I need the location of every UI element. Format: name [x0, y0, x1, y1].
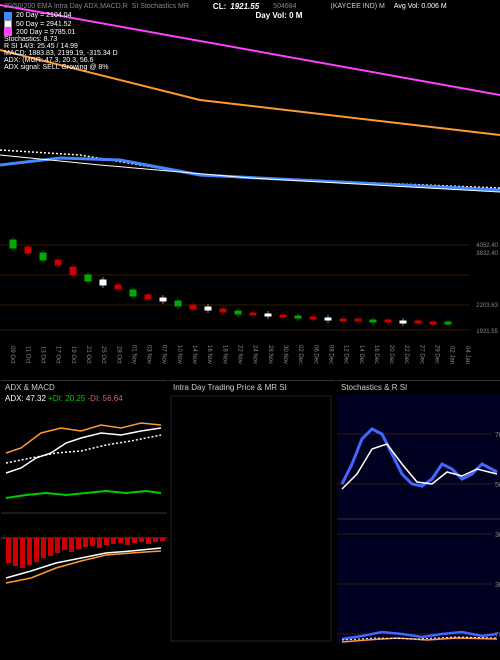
ma50-label: 50 Day = 2941.52 — [16, 21, 71, 28]
stoch-title: Stochastics & R SI — [337, 381, 500, 394]
day-vol: Day Vol: 0 M — [255, 11, 302, 20]
ma200-swatch — [4, 28, 12, 36]
chart-header: 20/50/200 EMA Intra Day ADX,MACD,R SI St… — [4, 2, 496, 71]
svg-text:50: 50 — [495, 482, 500, 489]
title-prefix: 20/50/200 EMA Intra Day ADX,MACD,R — [4, 3, 128, 10]
date-x-axis: 09 Oct11 Oct13 Oct17 Oct19 Oct21 Oct25 O… — [0, 340, 470, 370]
adx-macd-panel: ADX & MACD ADX: 47.32 +DI: 20.25 -DI: 56… — [1, 380, 167, 655]
svg-text:30: 30 — [495, 582, 500, 589]
ma50-swatch — [4, 20, 12, 28]
indicator-panels: ADX & MACD ADX: 47.32 +DI: 20.25 -DI: 56… — [0, 380, 500, 655]
intraday-title: Intra Day Trading Price & MR SI — [169, 381, 335, 394]
avg-vol: Avg Vol: 0.006 M — [394, 3, 447, 10]
intraday-panel: Intra Day Trading Price & MR SI — [169, 380, 335, 655]
title-mid: SI Stochastics MR — [132, 3, 189, 10]
ma20-swatch — [4, 12, 12, 20]
ticker-code: 504684 — [273, 3, 296, 10]
svg-text:30: 30 — [495, 532, 500, 539]
adx-signal: ADX signal: SELL Growing @ 8% — [4, 64, 109, 71]
macd-label: MACD: 1883.83, 2199.19, -315.34 D — [4, 50, 118, 57]
close-label: CL: — [213, 2, 226, 11]
close-value: 1921.55 — [230, 2, 259, 11]
ma20-label: 20 Day = 2104.04 — [16, 12, 71, 19]
svg-text:70: 70 — [495, 432, 500, 439]
company-name: (KAYCEE IND) M — [331, 3, 385, 10]
rsi-label: R SI 14/3: 25.45 / 14.99 — [4, 43, 78, 50]
candlestick-chart — [0, 225, 470, 340]
stoch-label: Stochastics: 8.73 — [4, 36, 57, 43]
ma200-label: 200 Day = 9785.01 — [16, 29, 75, 36]
adx-subtitle: ADX: 47.32 +DI: 20.25 -DI: 56.64 — [1, 394, 167, 403]
adx-panel-title: ADX & MACD — [1, 381, 167, 394]
stochastics-panel: Stochastics & R SI 7050303070 — [337, 380, 500, 655]
adx-label: ADX: (MGR: 47.3, 20.3, 56.6 — [4, 57, 94, 64]
